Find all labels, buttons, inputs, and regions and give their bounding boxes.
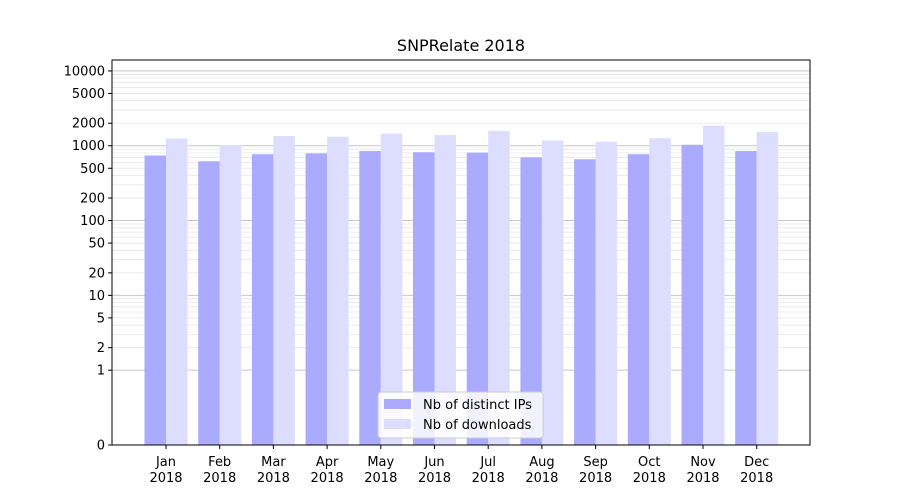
y-tick-label: 10: [88, 289, 105, 304]
legend: Nb of distinct IPs Nb of downloads: [377, 391, 544, 439]
x-tick-label: Feb 2018: [203, 455, 236, 486]
legend-entry: Nb of distinct IPs: [423, 398, 532, 413]
bar-distinct-ips: [466, 152, 489, 445]
bar-downloads: [434, 135, 456, 445]
bar-downloads: [541, 140, 564, 445]
bar-distinct-ips: [627, 154, 650, 445]
y-tick-label: 10000: [64, 64, 105, 79]
bar-downloads: [595, 141, 618, 445]
bar-downloads: [219, 145, 242, 445]
legend-swatch: [384, 399, 411, 409]
legend-box: [377, 391, 544, 439]
bar-distinct-ips: [520, 157, 542, 445]
bar-downloads: [327, 136, 349, 445]
y-tick-label: 2: [97, 341, 105, 356]
x-tick-label: Sep 2018: [579, 455, 612, 486]
x-tick-label: Apr 2018: [311, 455, 344, 486]
y-tick-label: 0: [97, 439, 105, 454]
bar-distinct-ips: [305, 153, 328, 445]
x-tick-label: Oct 2018: [633, 455, 666, 486]
x-tick-label: Aug 2018: [525, 455, 558, 486]
y-tick-label: 20: [88, 266, 105, 281]
bar-distinct-ips: [735, 151, 757, 445]
y-tick-label: 100: [80, 214, 105, 229]
bar-distinct-ips: [251, 154, 274, 445]
x-tick-label: Nov 2018: [686, 455, 719, 486]
bar-downloads: [273, 135, 295, 445]
x-tick-label: May 2018: [364, 455, 397, 486]
bar-downloads: [166, 138, 188, 445]
bar-downloads: [756, 131, 779, 445]
x-tick-label: Jan 2018: [149, 455, 182, 486]
bar-downloads: [703, 125, 725, 446]
chart-title: SNPRelate 2018: [397, 36, 525, 55]
plot-frame: [111, 59, 811, 446]
y-tick-label: 5000: [72, 87, 105, 102]
x-axis: Jan 2018 Feb 2018 Mar 2018 Apr 2018 May 2018 Jun 20…: [149, 445, 773, 486]
y-tick-label: 1000: [72, 139, 105, 154]
bar-downloads: [488, 130, 510, 445]
x-tick-label: Mar 2018: [257, 455, 290, 486]
legend-entry: Nb of downloads: [423, 418, 532, 433]
y-tick-label: 1: [97, 364, 105, 379]
y-tick-label: 5: [97, 311, 105, 326]
legend-swatch: [384, 419, 411, 429]
y-tick-label: 500: [80, 162, 105, 177]
bar-distinct-ips: [359, 151, 381, 445]
y-tick-label: 50: [88, 237, 105, 252]
bar-distinct-ips: [681, 144, 703, 445]
bar-downloads: [649, 138, 671, 445]
y-tick-label: 2000: [72, 117, 105, 132]
bar-distinct-ips: [574, 159, 596, 445]
bar-distinct-ips: [413, 152, 435, 445]
y-tick-label: 200: [80, 192, 105, 207]
x-tick-label: Jun 2018: [418, 455, 451, 486]
x-tick-label: Jul 2018: [472, 455, 505, 486]
x-tick-label: Dec 2018: [740, 455, 773, 486]
bar-distinct-ips: [144, 155, 166, 445]
bar-distinct-ips: [198, 161, 220, 446]
y-axis: 0 1 2 5 10 20 50 100 200 500 1000 2000 5000 10000: [64, 64, 112, 454]
bar-downloads: [380, 133, 403, 445]
bars: [144, 125, 779, 446]
